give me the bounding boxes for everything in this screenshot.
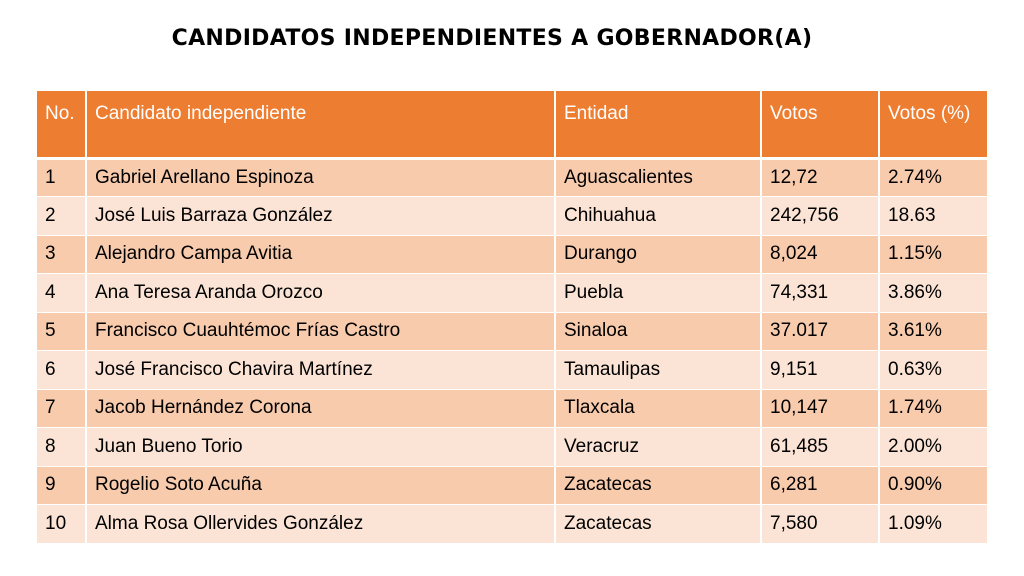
- cell-entity: Zacatecas: [555, 504, 762, 544]
- header-votes: Votos: [761, 91, 880, 160]
- cell-votes: 12,72: [761, 158, 880, 197]
- cell-votes-pct: 3.86%: [879, 273, 987, 313]
- cell-candidate: Francisco Cuauhtémoc Frías Castro: [86, 312, 556, 351]
- cell-votes-pct: 18.63: [879, 196, 987, 236]
- cell-votes-pct: 3.61%: [879, 312, 987, 351]
- cell-candidate: Ana Teresa Aranda Orozco: [86, 273, 556, 313]
- candidates-table: No. Candidato independiente Entidad Voto…: [37, 91, 987, 544]
- cell-candidate: Jacob Hernández Corona: [86, 389, 556, 428]
- cell-candidate: Alejandro Campa Avitia: [86, 235, 556, 274]
- cell-votes-pct: 1.74%: [879, 389, 987, 428]
- table-row: 6 José Francisco Chavira Martínez Tamaul…: [37, 350, 987, 390]
- cell-candidate: Juan Bueno Torio: [86, 427, 556, 467]
- cell-votes: 8,024: [761, 235, 880, 274]
- table-header-row: No. Candidato independiente Entidad Voto…: [37, 91, 987, 160]
- cell-no: 7: [37, 389, 87, 428]
- cell-candidate: Gabriel Arellano Espinoza: [86, 158, 556, 197]
- cell-candidate: Rogelio Soto Acuña: [86, 466, 556, 505]
- cell-votes: 61,485: [761, 427, 880, 467]
- cell-no: 9: [37, 466, 87, 505]
- cell-votes: 74,331: [761, 273, 880, 313]
- cell-no: 2: [37, 196, 87, 236]
- table-row: 4 Ana Teresa Aranda Orozco Puebla 74,331…: [37, 273, 987, 313]
- header-votes-pct: Votos (%): [879, 91, 987, 160]
- cell-entity: Durango: [555, 235, 762, 274]
- cell-candidate: José Luis Barraza González: [86, 196, 556, 236]
- cell-entity: Sinaloa: [555, 312, 762, 351]
- cell-votes: 7,580: [761, 504, 880, 544]
- cell-entity: Veracruz: [555, 427, 762, 467]
- cell-votes-pct: 0.90%: [879, 466, 987, 505]
- cell-candidate: Alma Rosa Ollervides González: [86, 504, 556, 544]
- table-row: 7 Jacob Hernández Corona Tlaxcala 10,147…: [37, 389, 987, 428]
- table-row: 3 Alejandro Campa Avitia Durango 8,024 1…: [37, 235, 987, 274]
- cell-votes: 37.017: [761, 312, 880, 351]
- cell-no: 5: [37, 312, 87, 351]
- cell-votes: 242,756: [761, 196, 880, 236]
- cell-candidate: José Francisco Chavira Martínez: [86, 350, 556, 390]
- cell-no: 3: [37, 235, 87, 274]
- header-no: No.: [37, 91, 87, 160]
- cell-no: 1: [37, 158, 87, 197]
- cell-entity: Tlaxcala: [555, 389, 762, 428]
- table-row: 10 Alma Rosa Ollervides González Zacatec…: [37, 504, 987, 544]
- header-candidate: Candidato independiente: [86, 91, 556, 160]
- cell-no: 6: [37, 350, 87, 390]
- table-row: 8 Juan Bueno Torio Veracruz 61,485 2.00%: [37, 427, 987, 467]
- cell-votes: 6,281: [761, 466, 880, 505]
- cell-no: 10: [37, 504, 87, 544]
- table-row: 5 Francisco Cuauhtémoc Frías Castro Sina…: [37, 312, 987, 351]
- cell-no: 8: [37, 427, 87, 467]
- table-row: 2 José Luis Barraza González Chihuahua 2…: [37, 196, 987, 236]
- slide-title: CANDIDATOS INDEPENDIENTES A GOBERNADOR(A…: [171, 26, 813, 51]
- header-entity: Entidad: [555, 91, 762, 160]
- cell-votes-pct: 0.63%: [879, 350, 987, 390]
- cell-votes-pct: 2.00%: [879, 427, 987, 467]
- cell-votes-pct: 1.15%: [879, 235, 987, 274]
- cell-entity: Tamaulipas: [555, 350, 762, 390]
- cell-entity: Aguascalientes: [555, 158, 762, 197]
- cell-votes-pct: 2.74%: [879, 158, 987, 197]
- cell-entity: Zacatecas: [555, 466, 762, 505]
- cell-no: 4: [37, 273, 87, 313]
- table-row: 9 Rogelio Soto Acuña Zacatecas 6,281 0.9…: [37, 466, 987, 505]
- table-row: 1 Gabriel Arellano Espinoza Aguascalient…: [37, 158, 987, 197]
- cell-votes-pct: 1.09%: [879, 504, 987, 544]
- cell-entity: Chihuahua: [555, 196, 762, 236]
- cell-votes: 9,151: [761, 350, 880, 390]
- cell-votes: 10,147: [761, 389, 880, 428]
- cell-entity: Puebla: [555, 273, 762, 313]
